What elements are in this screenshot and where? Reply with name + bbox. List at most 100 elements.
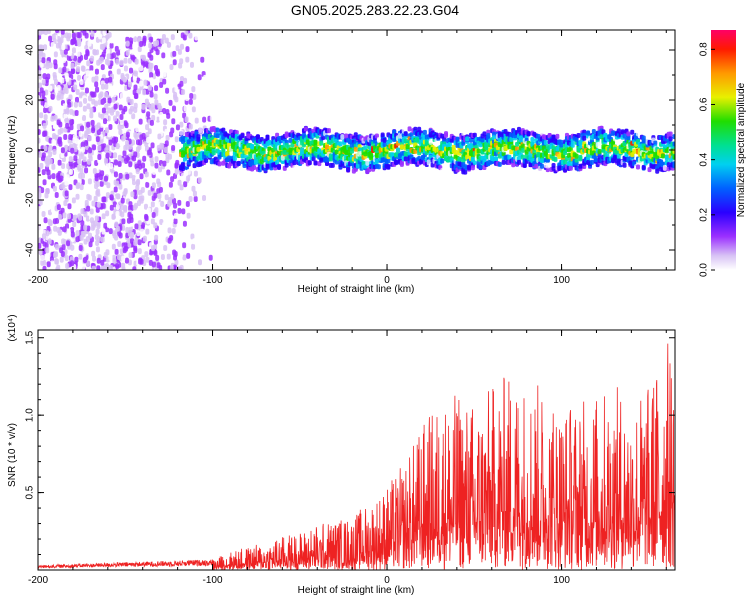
spectrogram-cell — [172, 50, 177, 57]
spectrogram-cell — [179, 80, 184, 87]
spectrogram-cell — [574, 136, 579, 142]
spectrogram-cell — [64, 190, 69, 197]
spectrogram-cell — [139, 80, 144, 87]
spectrogram-cell — [133, 84, 138, 91]
spectrogram-cell — [48, 105, 53, 112]
spectrogram-cell — [64, 117, 69, 124]
spectrogram-cell — [453, 149, 458, 155]
snr-y-axis: 0.5 1.0 1.5 — [25, 330, 675, 556]
spectrogram-cell — [267, 140, 272, 146]
spectrogram-cell — [90, 30, 95, 37]
spectrogram-cell — [284, 131, 289, 137]
spectrogram-cell — [125, 30, 130, 37]
spectrogram-cell — [82, 250, 87, 257]
spectrogram-cell — [80, 230, 85, 237]
spectrogram-cell — [188, 109, 193, 116]
spectrogram-cell — [129, 43, 134, 50]
spectrogram-cell — [422, 129, 427, 135]
spectrogram-cell — [194, 34, 199, 41]
spectrogram-cell — [185, 46, 190, 53]
spectrogram-cell — [57, 229, 62, 236]
spectrogram-cell — [144, 61, 149, 68]
spectrogram-cell — [530, 137, 535, 143]
spectrogram-cell — [151, 168, 156, 175]
spectrogram-cell — [246, 116, 251, 123]
spectrogram-cell — [134, 58, 139, 65]
spectrogram-cell — [123, 242, 128, 249]
spectrogram-cell — [591, 129, 596, 135]
spectrogram-cell — [144, 171, 149, 178]
spectrogram-cell — [133, 239, 138, 246]
spectrogram-cell — [185, 56, 190, 63]
spectrogram-cell — [532, 149, 537, 155]
spectrogram-cell — [118, 104, 123, 111]
spectrogram-cell — [668, 131, 673, 137]
spectrogram-cell — [90, 224, 95, 231]
x-tick-label: 0 — [384, 275, 390, 286]
spectrogram-cell — [349, 148, 354, 154]
spectrogram-cell — [124, 122, 129, 129]
colorbar-tick-label: 0.2 — [699, 207, 710, 221]
spectrogram-cell — [476, 148, 481, 154]
spectrogram-cell — [586, 130, 591, 136]
spectrogram-cell — [250, 114, 255, 121]
spectrogram-cell — [95, 181, 100, 188]
spectrogram-cell — [43, 217, 48, 224]
spectrogram-cell — [311, 156, 316, 162]
spectrogram-cell — [177, 199, 182, 206]
spectrogram-cell — [170, 176, 175, 183]
spectrogram-cell — [149, 36, 154, 43]
spectrogram-cell — [140, 228, 145, 235]
spectrogram-cell — [174, 259, 179, 266]
spectrogram-cell — [169, 265, 174, 270]
spectrogram-cell — [88, 155, 93, 162]
spectrogram-cell — [56, 119, 61, 126]
spectrogram-cell — [137, 144, 142, 151]
spectrogram-cell — [132, 43, 137, 50]
spectrogram-cell — [107, 237, 112, 244]
spectrogram-cell — [108, 76, 113, 83]
spectrogram-cell — [472, 180, 477, 187]
spectrogram-cell — [60, 77, 65, 84]
spectrogram-cell — [171, 144, 176, 151]
spectrogram-cell — [123, 189, 128, 196]
spectrogram-cell — [142, 235, 147, 242]
spectrogram-cell — [193, 196, 198, 203]
spectrogram-cell — [80, 141, 85, 148]
spectrogram-cell — [172, 59, 177, 66]
spectrogram-cell — [156, 262, 161, 269]
spectrogram-cell — [63, 200, 68, 207]
spectrogram-cell — [230, 137, 235, 143]
spectrogram-cell — [83, 97, 88, 104]
spectrogram-cell — [87, 194, 92, 201]
spectrogram-cell — [131, 54, 136, 61]
spectrogram-cell — [461, 129, 466, 136]
spectrogram-cell — [540, 158, 545, 164]
spectrogram-cell — [166, 253, 171, 260]
spectrogram-cell — [106, 182, 111, 189]
spectrogram-cell — [79, 184, 84, 191]
spectrogram-cell — [280, 154, 285, 161]
spectrogram-cell — [189, 61, 194, 68]
spectrogram-cell — [622, 162, 627, 168]
spectrogram-cell — [363, 145, 368, 151]
spectrogram-cell — [53, 123, 58, 130]
spectrogram-cell — [105, 152, 110, 159]
spectrogram-cell — [108, 139, 113, 146]
spectrogram-cell — [672, 141, 675, 147]
spectrogram-cell — [198, 259, 203, 266]
spectrogram-cell — [94, 81, 99, 88]
spectrogram-cell — [135, 184, 140, 191]
spectrogram-cell — [60, 207, 65, 214]
spectrogram-cell — [472, 132, 477, 138]
spectrogram-cell — [568, 146, 573, 152]
spectrogram-cell — [259, 137, 264, 143]
spectrogram-cell — [168, 181, 173, 188]
spectrogram-cell — [38, 225, 41, 232]
spectrogram-cell — [545, 162, 550, 169]
spectrogram-cell — [655, 168, 660, 174]
spectrogram-cell — [59, 256, 64, 263]
spectrogram-cell — [78, 244, 83, 251]
colorbar: 0.0 0.2 0.4 0.6 0.8 Normalized spectral ampl… — [699, 30, 747, 277]
spectrogram-cell — [113, 171, 118, 178]
